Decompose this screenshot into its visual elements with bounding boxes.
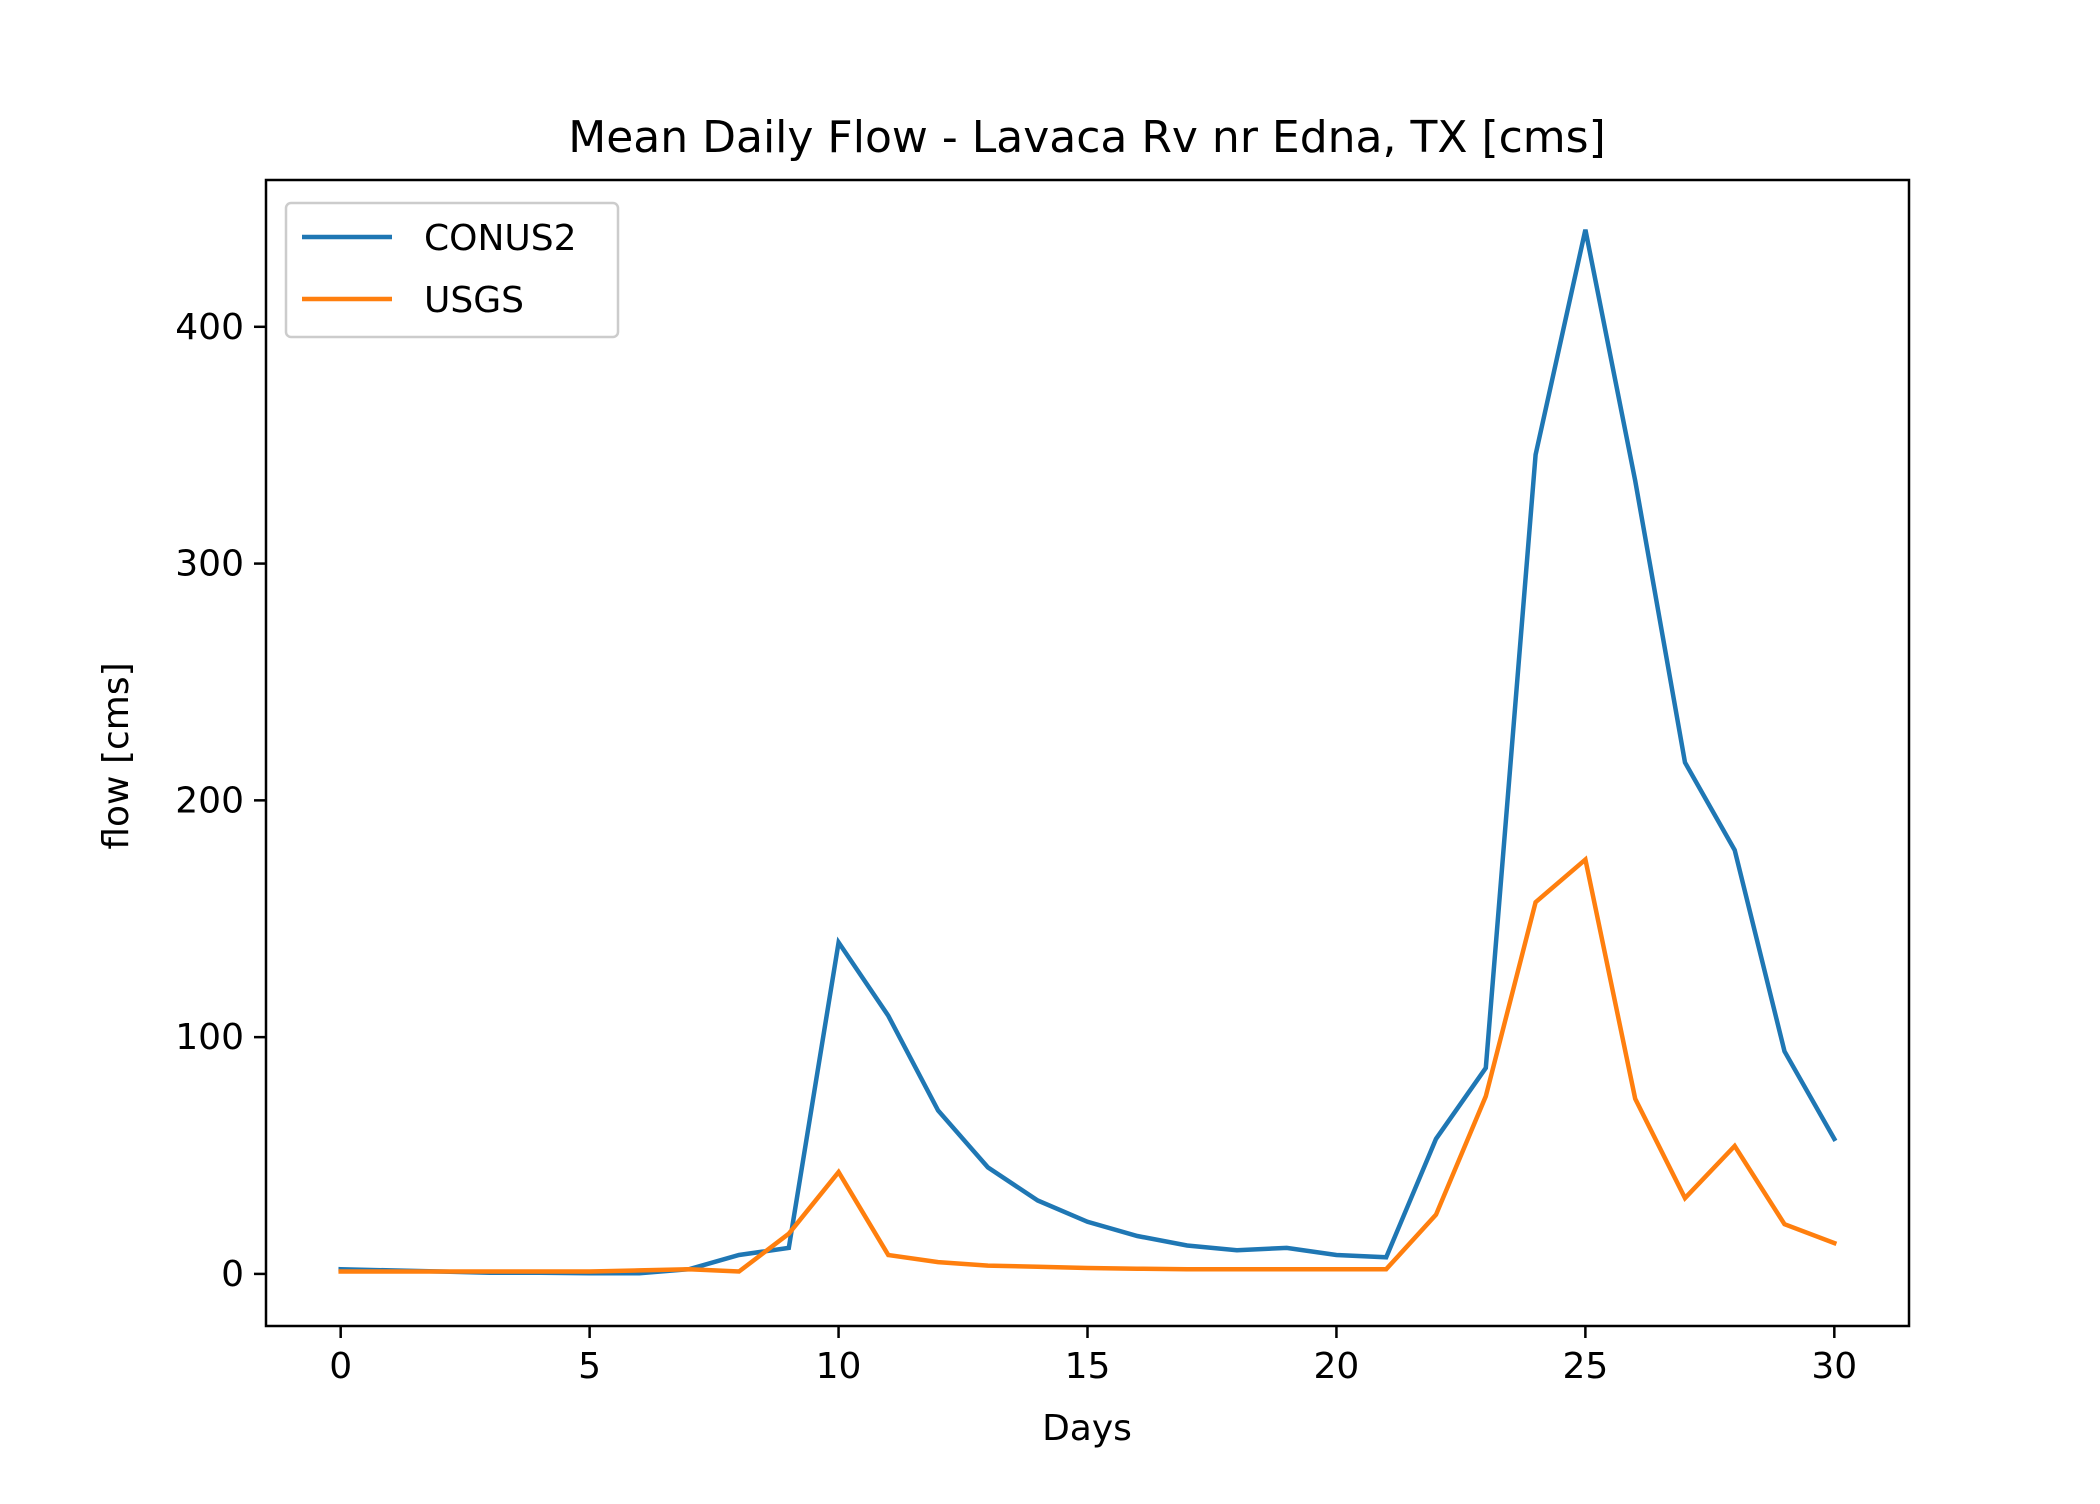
y-axis-label: flow [cms] xyxy=(96,662,137,849)
legend: CONUS2 USGS xyxy=(284,201,620,339)
y-tick-label: 300 xyxy=(175,544,244,585)
x-axis-label: Days xyxy=(1042,1408,1132,1449)
x-tick-label: 30 xyxy=(1811,1346,1857,1387)
plot-lines xyxy=(338,229,1838,1276)
chart-title: Mean Daily Flow - Lavaca Rv nr Edna, TX … xyxy=(568,112,1606,163)
x-tick-label: 25 xyxy=(1562,1346,1608,1387)
x-tick-label: 10 xyxy=(816,1346,862,1387)
y-tick-label: 200 xyxy=(175,780,244,821)
legend-label-usgs: USGS xyxy=(424,280,524,321)
legend-label-conus2: CONUS2 xyxy=(424,218,577,259)
x-tick-label: 5 xyxy=(578,1346,601,1387)
y-tick-label: 100 xyxy=(175,1017,244,1058)
x-tick-label: 15 xyxy=(1065,1346,1111,1387)
x-tick-label: 20 xyxy=(1314,1346,1360,1387)
plot-frame xyxy=(264,178,1911,1328)
y-tick-label: 400 xyxy=(175,307,244,348)
x-tick-label: 0 xyxy=(329,1346,352,1387)
y-tick-label: 0 xyxy=(221,1254,244,1295)
series-line-usgs xyxy=(338,855,1838,1274)
